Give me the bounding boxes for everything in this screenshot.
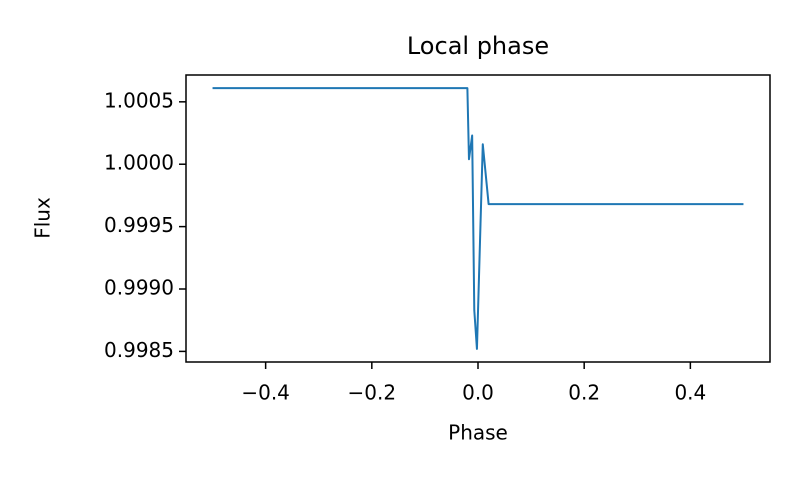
y-tick-label: 0.9985 bbox=[104, 338, 174, 362]
y-tick-label: 1.0000 bbox=[104, 151, 174, 175]
chart-title: Local phase bbox=[407, 32, 549, 60]
x-tick-label: −0.2 bbox=[348, 381, 397, 405]
y-tick-label: 1.0005 bbox=[104, 88, 174, 112]
y-tick-label: 0.9990 bbox=[104, 276, 174, 300]
x-tick-label: 0.2 bbox=[568, 381, 600, 405]
x-axis-label: Phase bbox=[448, 421, 508, 445]
y-axis-label: Flux bbox=[31, 197, 55, 239]
y-tick-label: 0.9995 bbox=[104, 213, 174, 237]
data-line bbox=[212, 87, 744, 350]
x-tick-label: −0.4 bbox=[241, 381, 290, 405]
plot-frame bbox=[185, 74, 771, 363]
x-tick-label: 0.0 bbox=[462, 381, 494, 405]
x-tick-label: 0.4 bbox=[674, 381, 706, 405]
